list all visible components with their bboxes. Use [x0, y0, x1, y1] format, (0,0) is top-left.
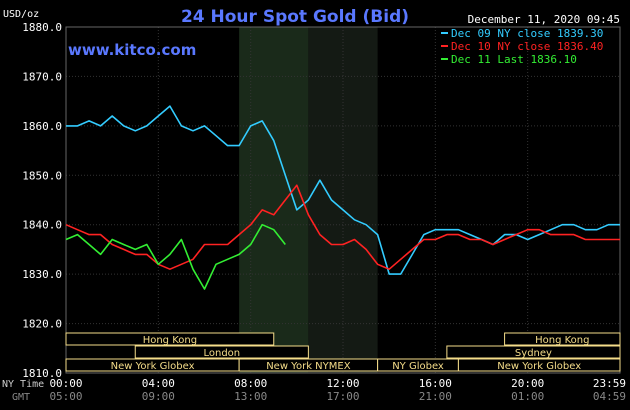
session-bar [134, 345, 309, 359]
session-bar [446, 345, 621, 359]
price-series [65, 105, 620, 290]
plot-frame [65, 26, 621, 374]
legend-entry: Dec 09 NY close 1839.30 [451, 27, 603, 40]
x-tick-label-gmt: 01:00 [511, 390, 544, 403]
x-tick-label-ny: 23:59 [593, 377, 626, 390]
y-tick-label: 1840.0 [22, 219, 62, 232]
market-sessions: Hong Kong Hong Kong London Sydney New York G… [65, 332, 621, 372]
shaded-band [239, 27, 309, 373]
x-tick-label-ny: 12:00 [326, 377, 359, 390]
y-axis: 1880.0 1870.0 1860.0 1850.0 1840.0 1830.0 1820… [22, 21, 62, 380]
session-label: London [203, 348, 240, 359]
x-tick-label-gmt: 21:00 [419, 390, 452, 403]
x-tick-label-gmt: 05:00 [49, 390, 82, 403]
y-tick-label: 1820.0 [22, 318, 62, 331]
session-bar [65, 332, 275, 346]
x-tick-label-gmt: 17:00 [326, 390, 359, 403]
session-label: Hong Kong [143, 335, 197, 346]
session-label: New York NYMEX [266, 361, 351, 372]
session-label: Sydney [515, 348, 552, 359]
x-tick-label-ny: 00:00 [49, 377, 82, 390]
x-tick-label-ny: 08:00 [234, 377, 267, 390]
y-tick-label: 1860.0 [22, 120, 62, 133]
y-tick-label: 1870.0 [22, 70, 62, 83]
x-tick-label-ny: 04:00 [142, 377, 175, 390]
x-tick-label-gmt: 13:00 [234, 390, 267, 403]
session-label: New York Globex [497, 361, 581, 372]
chart-subtitle: www.kitco.com [68, 41, 196, 59]
y-tick-label: 1810.0 [22, 367, 62, 380]
x-axis-gmt-label: GMT [12, 392, 30, 403]
x-tick-label-ny: 16:00 [419, 377, 452, 390]
series-line [65, 223, 286, 290]
legend-entry: Dec 11 Last 1836.10 [451, 53, 577, 66]
session-label: New York Globex [111, 361, 195, 372]
y-tick-label: 1850.0 [22, 169, 62, 182]
grid-lines [65, 26, 621, 374]
session-bar [504, 332, 621, 346]
legend-entry: Dec 10 NY close 1836.40 [451, 40, 603, 53]
series-line [66, 105, 620, 275]
session-label: Hong Kong [535, 335, 589, 346]
x-tick-label-ny: 20:00 [511, 377, 544, 390]
x-tick-label-gmt: 09:00 [142, 390, 175, 403]
chart-title: 24 Hour Spot Gold (Bid) [181, 7, 409, 27]
timestamp: December 11, 2020 09:45 [468, 13, 620, 26]
y-tick-label: 1880.0 [22, 21, 62, 34]
x-axis-ny-label: NY Time [2, 379, 44, 390]
session-label: NY Globex [392, 361, 444, 372]
x-tick-label-gmt: 04:59 [593, 390, 626, 403]
session-bar [457, 358, 621, 372]
y-axis-label: USD/oz [3, 9, 39, 20]
y-tick-label: 1830.0 [22, 268, 62, 281]
